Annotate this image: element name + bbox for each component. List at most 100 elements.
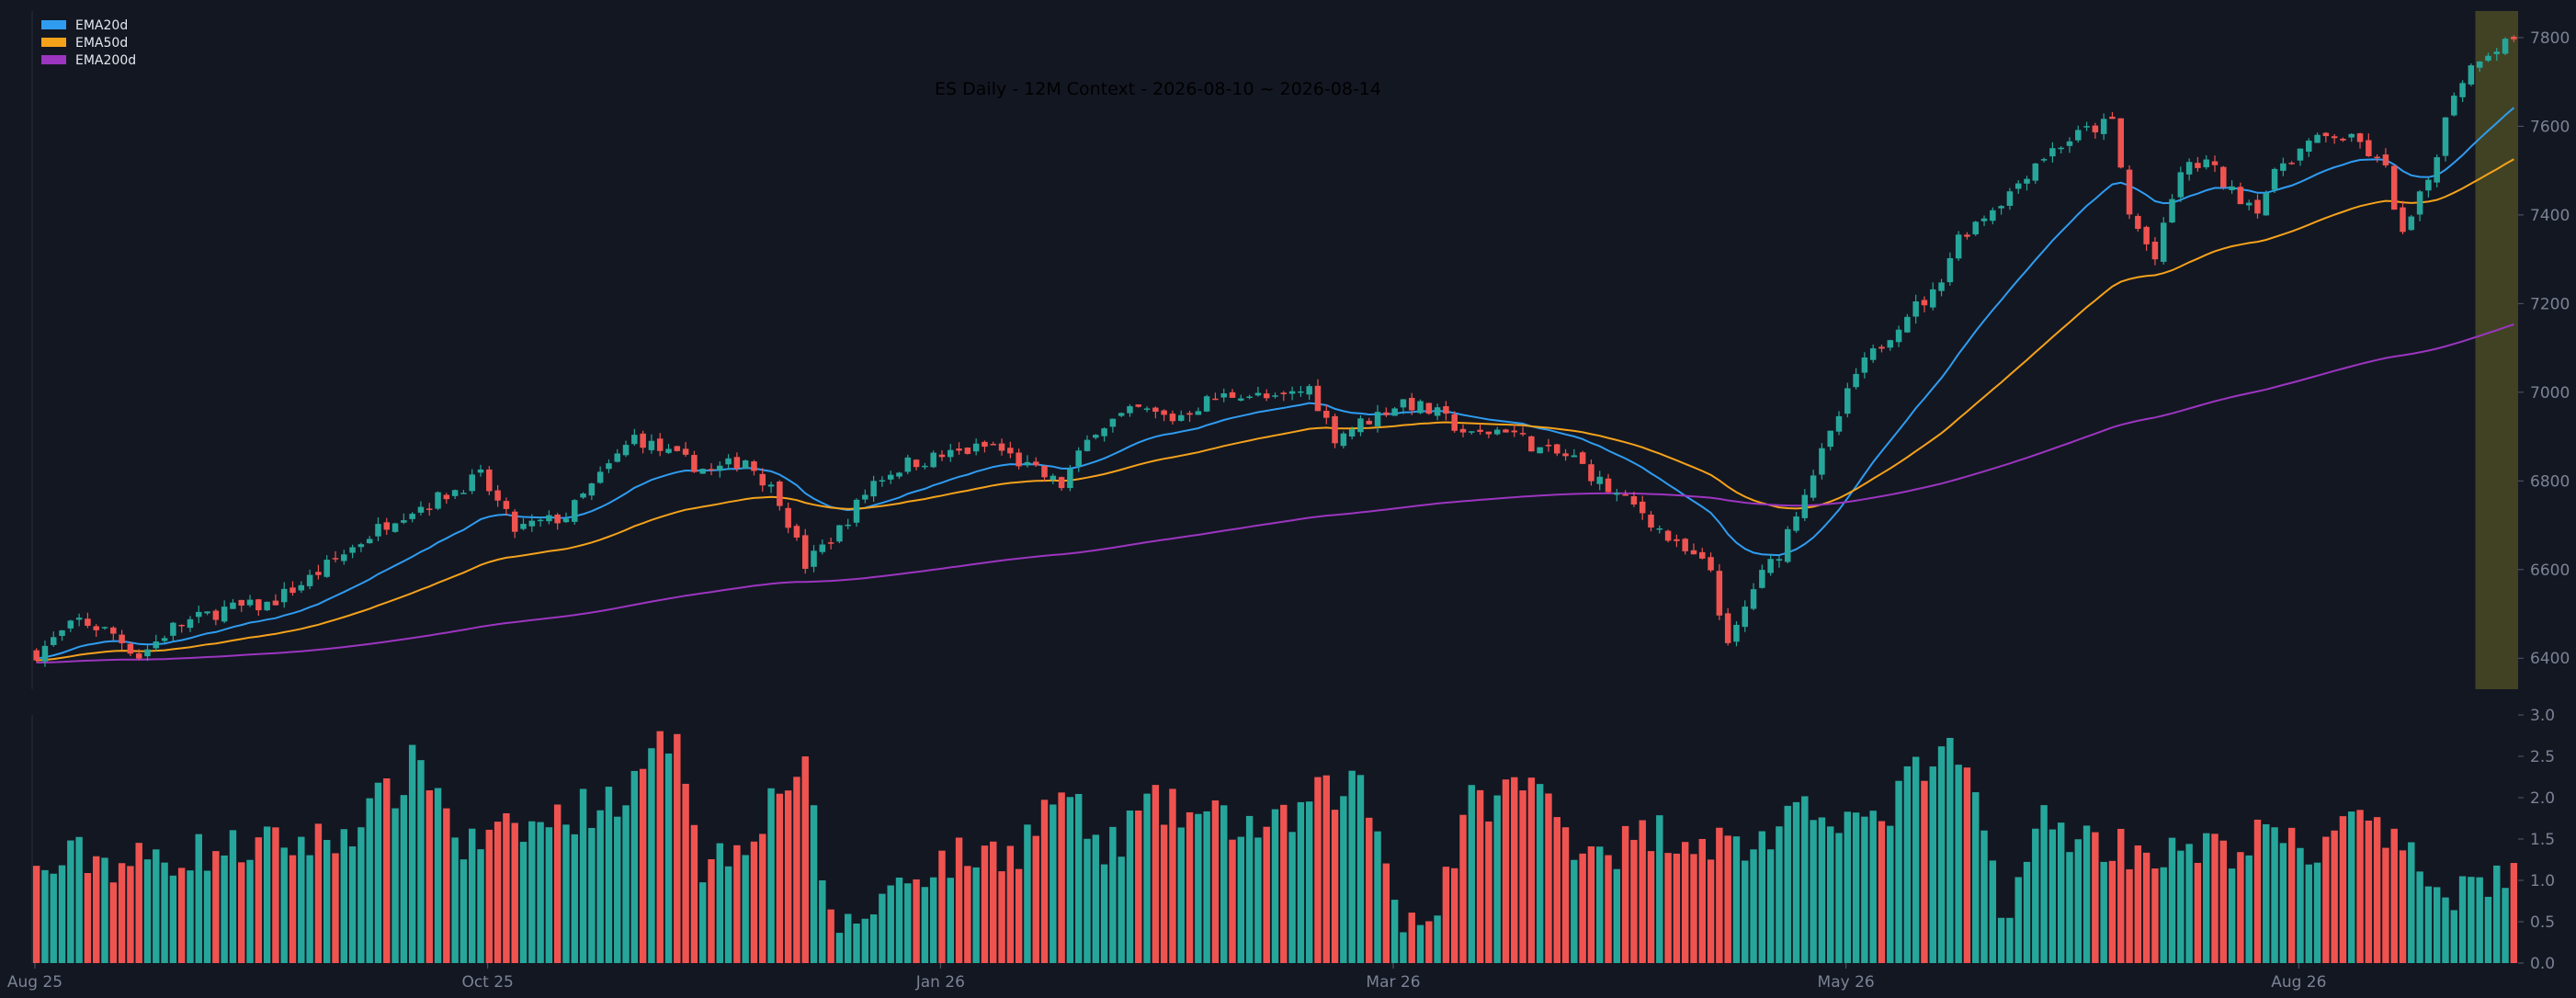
candle-body — [161, 638, 168, 641]
volume-bar — [708, 858, 715, 963]
volume-bar — [921, 887, 929, 963]
candle-body — [2434, 157, 2440, 183]
volume-bar — [169, 875, 177, 963]
price-tick-label: 7400 — [2530, 207, 2570, 225]
volume-bar — [2468, 877, 2475, 963]
candle-body — [2169, 198, 2175, 223]
volume-bar — [2510, 863, 2518, 963]
candle-body — [1955, 234, 1962, 259]
volume-bar — [1750, 849, 1757, 963]
candle-body — [1639, 501, 1646, 514]
candle-body — [2348, 133, 2355, 138]
volume-bar — [2237, 852, 2244, 963]
candle-body — [1041, 465, 1048, 478]
candle-body — [2280, 163, 2287, 171]
volume-bar — [1852, 812, 1860, 963]
candle-body — [1596, 476, 1603, 484]
candle-body — [435, 492, 441, 509]
candle-body — [1220, 393, 1227, 398]
candle-body — [1605, 478, 1612, 493]
candle-body — [2185, 162, 2193, 175]
volume-bar — [1561, 827, 1570, 963]
candle-body — [1674, 539, 1680, 541]
volume-bar — [195, 834, 202, 963]
candle-body — [443, 494, 450, 500]
volume-bar — [2245, 855, 2253, 963]
candle-body — [409, 514, 415, 519]
candle-body — [648, 440, 655, 450]
candle-body — [2014, 183, 2022, 189]
candle-body — [1238, 398, 1244, 401]
volume-bar — [998, 871, 1005, 963]
candle-body — [1519, 433, 1526, 435]
volume-bar — [1656, 815, 1663, 963]
volume-bar — [2416, 871, 2423, 963]
volume-bar — [1006, 845, 1015, 963]
volume-bar — [84, 872, 92, 963]
volume-bar — [323, 840, 331, 963]
ema-line-ema200d — [36, 323, 2514, 663]
volume-bar — [2126, 868, 2133, 963]
volume-bar — [724, 866, 732, 963]
candle-body — [178, 624, 185, 627]
volume-bar — [1963, 767, 1971, 963]
volume-bar — [742, 855, 749, 963]
volume-bar — [1203, 811, 1210, 963]
volume-bar — [1459, 814, 1467, 963]
candle-body — [528, 520, 536, 527]
volume-bar — [1664, 853, 1672, 963]
volume-bar — [571, 834, 578, 963]
candle-body — [1391, 408, 1398, 416]
volume-bar — [2297, 847, 2304, 963]
candle-body — [41, 645, 49, 662]
candle-body — [127, 643, 134, 654]
volume-bar — [2450, 910, 2458, 963]
volume-bar — [2253, 819, 2262, 963]
price-tick-label: 6800 — [2530, 472, 2570, 491]
candle-body — [1861, 357, 1868, 373]
volume-bar — [1485, 821, 1492, 963]
volume-bar — [1681, 842, 1689, 963]
volume-bar — [1160, 824, 1168, 963]
volume-bar — [469, 828, 476, 963]
candle-body — [2143, 226, 2150, 244]
volume-bar — [392, 808, 399, 963]
volume-bar — [306, 855, 313, 963]
legend: EMA20d EMA50d EMA200d — [41, 18, 136, 68]
volume-bar — [1630, 839, 1638, 963]
volume-bar — [545, 827, 553, 963]
volume-bar — [1621, 825, 1629, 963]
candle-body — [1229, 391, 1236, 398]
candle-body — [2049, 148, 2056, 157]
legend-label: EMA50d — [75, 36, 128, 51]
volume-bar — [1707, 859, 1715, 963]
candle-body — [1921, 300, 1928, 306]
candle-body — [1143, 408, 1151, 410]
candle-body — [1306, 386, 1312, 395]
price-tick-label: 7800 — [2530, 29, 2570, 48]
volume-bar — [1784, 805, 1791, 963]
candle-body — [708, 469, 715, 471]
volume-bar — [1912, 756, 1920, 963]
volume-bar — [1143, 793, 1151, 963]
volume-bar — [1245, 815, 1254, 963]
volume-bar — [1553, 817, 1560, 963]
candle-body — [1827, 430, 1833, 448]
volume-bar — [2057, 822, 2065, 963]
candle-body — [1118, 413, 1125, 416]
candle-body — [2160, 222, 2167, 262]
candle-body — [298, 584, 305, 591]
volume-bar — [511, 822, 518, 963]
candle-body — [879, 480, 886, 482]
volume-bar — [2287, 827, 2296, 963]
volume-tick-label: 3.0 — [2530, 707, 2555, 725]
candle-body — [1562, 453, 1569, 457]
candle-body — [520, 524, 527, 529]
volume-bar — [1732, 836, 1741, 963]
volume-bar — [1946, 737, 1954, 963]
candle-body — [1366, 420, 1373, 425]
candle-body — [2331, 136, 2338, 139]
candle-body — [870, 481, 877, 497]
candle-body — [742, 460, 749, 469]
candle-body — [1477, 429, 1483, 432]
